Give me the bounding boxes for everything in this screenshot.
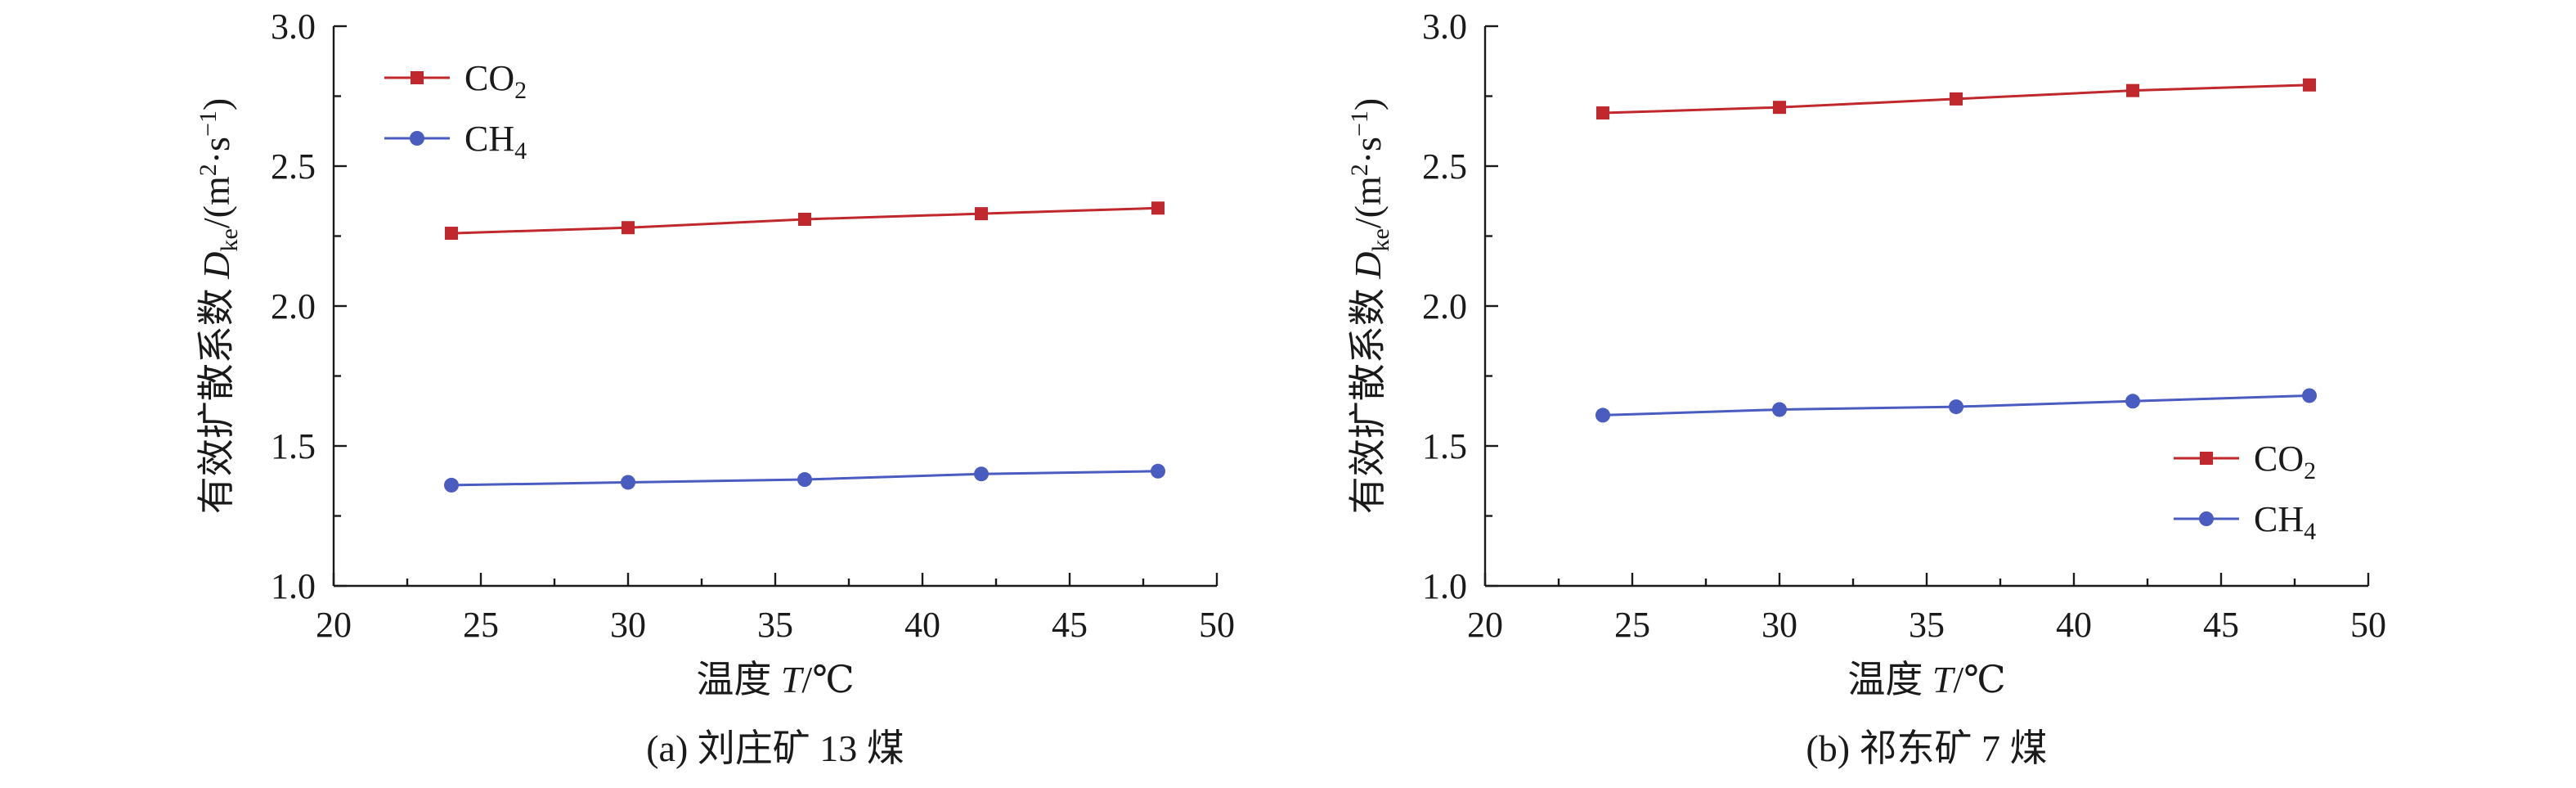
y-tick-label: 2.5	[271, 146, 316, 187]
data-point-ch4	[797, 472, 812, 488]
chart-panel-a: 20 25 30 35 40 45 50 1.0 1.5 2.0 2.5 3.0 温度 T/℃ 有效扩散系…	[195, 7, 1235, 769]
y-tick-label: 1.5	[1422, 426, 1467, 466]
data-point-co2	[1596, 106, 1609, 120]
data-point-ch4	[1772, 402, 1787, 417]
legend-label-text: CH	[2254, 499, 2304, 539]
x-tick-label: 50	[2350, 605, 2386, 645]
y-axis-title-sup: −1	[1346, 110, 1373, 137]
data-point-co2	[2126, 83, 2139, 97]
legend-label-sub: 4	[514, 137, 527, 164]
legend-label-text: CH	[464, 119, 514, 159]
legend-marker-co2	[2200, 452, 2213, 465]
y-axis-title-var: D	[195, 251, 237, 279]
legend-marker-co2	[411, 71, 424, 84]
data-point-ch4	[2125, 394, 2140, 409]
y-axis-title-sup: −1	[195, 110, 222, 137]
y-axis-title: 有效扩散系数 Dke/(m2·s−1)	[1346, 98, 1394, 514]
x-tick-label: 20	[316, 605, 352, 645]
x-tick-label: 25	[1614, 605, 1650, 645]
y-axis-title-unit: /(m	[1347, 176, 1389, 228]
y-tick-label: 3.0	[1422, 7, 1467, 47]
legend-label-sub: 2	[2304, 457, 2316, 484]
panel-caption: (a) 刘庄矿 13 煤	[646, 727, 904, 769]
y-axis-title-unit: )	[195, 98, 237, 110]
y-axis-title-var: D	[1347, 251, 1389, 279]
legend-label-ch4: CH4	[2254, 499, 2316, 545]
y-axis-title-unit: ·s	[1347, 137, 1389, 164]
y-axis-title-text: 有效扩散系数	[195, 279, 237, 515]
x-tick-label: 25	[463, 605, 499, 645]
y-axis-title-sub: ke	[1367, 228, 1394, 251]
legend-label-co2: CO2	[464, 58, 527, 104]
y-tick-label: 1.0	[271, 566, 316, 606]
y-axis-title: 有效扩散系数 Dke/(m2·s−1)	[195, 98, 243, 514]
y-tick-label: 1.5	[271, 426, 316, 466]
x-tick-label: 35	[757, 605, 793, 645]
x-axis-title-unit: /℃	[1953, 659, 2005, 700]
x-tick-label: 45	[1052, 605, 1088, 645]
y-axis-title-unit: ·s	[195, 137, 237, 164]
legend-marker-ch4	[2199, 511, 2214, 526]
y-tick-label: 1.0	[1422, 566, 1467, 606]
data-point-co2	[622, 221, 635, 235]
data-point-ch4	[1151, 463, 1165, 479]
data-point-co2	[975, 207, 988, 221]
x-axis-title-var: T	[781, 659, 805, 700]
legend-label-sub: 4	[2304, 518, 2316, 545]
x-tick-label: 50	[1199, 605, 1235, 645]
data-point-ch4	[1595, 408, 1610, 423]
panel-caption: (b) 祁东矿 7 煤	[1806, 727, 2047, 769]
y-axis-title-text: 有效扩散系数	[1347, 279, 1389, 515]
x-tick-label: 30	[1761, 605, 1797, 645]
data-point-co2	[1773, 101, 1786, 115]
data-point-co2	[445, 227, 458, 241]
y-axis-title-sup: 2	[1346, 164, 1373, 176]
x-axis-title-text: 温度	[696, 659, 781, 700]
x-tick-label: 30	[610, 605, 646, 645]
legend-label-text: CO	[2254, 439, 2304, 479]
x-axis-title: 温度 T/℃	[696, 659, 854, 700]
legend-label-ch4: CH4	[464, 119, 527, 164]
data-point-co2	[798, 212, 811, 226]
y-axis-title-unit: /(m	[195, 176, 237, 228]
x-axis-title-var: T	[1932, 659, 1956, 700]
data-point-ch4	[2302, 388, 2317, 403]
x-tick-label: 40	[904, 605, 940, 645]
x-tick-label: 45	[2203, 605, 2239, 645]
x-axis-title: 温度 T/℃	[1847, 659, 2005, 700]
x-tick-label: 20	[1467, 605, 1503, 645]
data-point-ch4	[444, 477, 459, 493]
y-axis-title-sub: ke	[216, 228, 243, 251]
data-point-co2	[1950, 92, 1963, 106]
legend-label-text: CO	[464, 58, 514, 98]
x-axis-title-text: 温度	[1847, 659, 1932, 700]
legend-marker-ch4	[410, 131, 424, 146]
data-point-ch4	[974, 466, 989, 482]
y-axis-title-unit: )	[1347, 98, 1389, 110]
y-tick-label: 3.0	[271, 7, 316, 47]
x-tick-label: 35	[1909, 605, 1945, 645]
legend-label-sub: 2	[514, 77, 527, 104]
data-point-co2	[2303, 78, 2316, 92]
data-point-ch4	[1949, 399, 1963, 415]
x-axis-title-unit: /℃	[801, 659, 854, 700]
y-tick-label: 2.0	[1422, 286, 1467, 326]
data-point-co2	[1151, 201, 1165, 215]
legend-label-co2: CO2	[2254, 439, 2316, 484]
data-point-ch4	[621, 475, 635, 490]
x-tick-label: 40	[2056, 605, 2092, 645]
y-axis-title-sup: 2	[195, 164, 222, 176]
y-tick-label: 2.5	[1422, 146, 1467, 187]
chart-panel-b: 20 25 30 35 40 45 50 1.0 1.5 2.0 2.5 3.0 温度 T/℃ 有效扩散系…	[1346, 7, 2386, 769]
y-tick-label: 2.0	[271, 286, 316, 326]
